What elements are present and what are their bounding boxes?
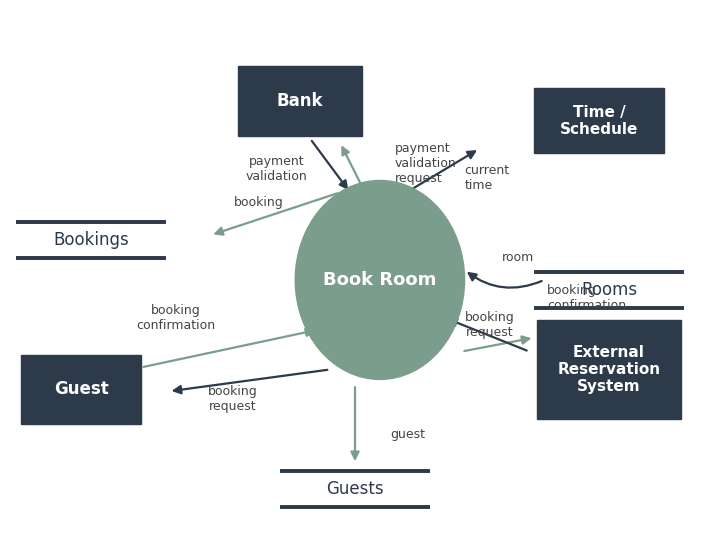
Text: payment
validation
request: payment validation request [395,142,457,185]
Text: current
time: current time [464,164,510,193]
Text: Bank: Bank [277,92,324,110]
Text: booking
request: booking request [207,385,257,414]
Text: Book Room: Book Room [324,271,437,289]
Text: booking: booking [234,196,283,209]
FancyBboxPatch shape [535,88,664,153]
Text: Guests: Guests [326,480,384,498]
Text: External
Reservation
System: External Reservation System [557,345,661,394]
Text: payment
validation: payment validation [246,155,307,182]
Ellipse shape [295,180,464,379]
Text: booking
confirmation: booking confirmation [136,304,215,332]
Text: Rooms: Rooms [581,281,637,299]
Text: Bookings: Bookings [53,231,129,249]
Text: booking
confirmation: booking confirmation [547,284,627,312]
FancyBboxPatch shape [238,66,362,136]
Text: Guest: Guest [54,380,108,399]
Text: Time /
Schedule: Time / Schedule [560,104,638,137]
Text: room: room [502,250,535,264]
FancyBboxPatch shape [537,320,681,419]
Text: booking
request: booking request [464,311,514,339]
FancyBboxPatch shape [21,355,141,424]
Text: guest: guest [390,427,425,441]
